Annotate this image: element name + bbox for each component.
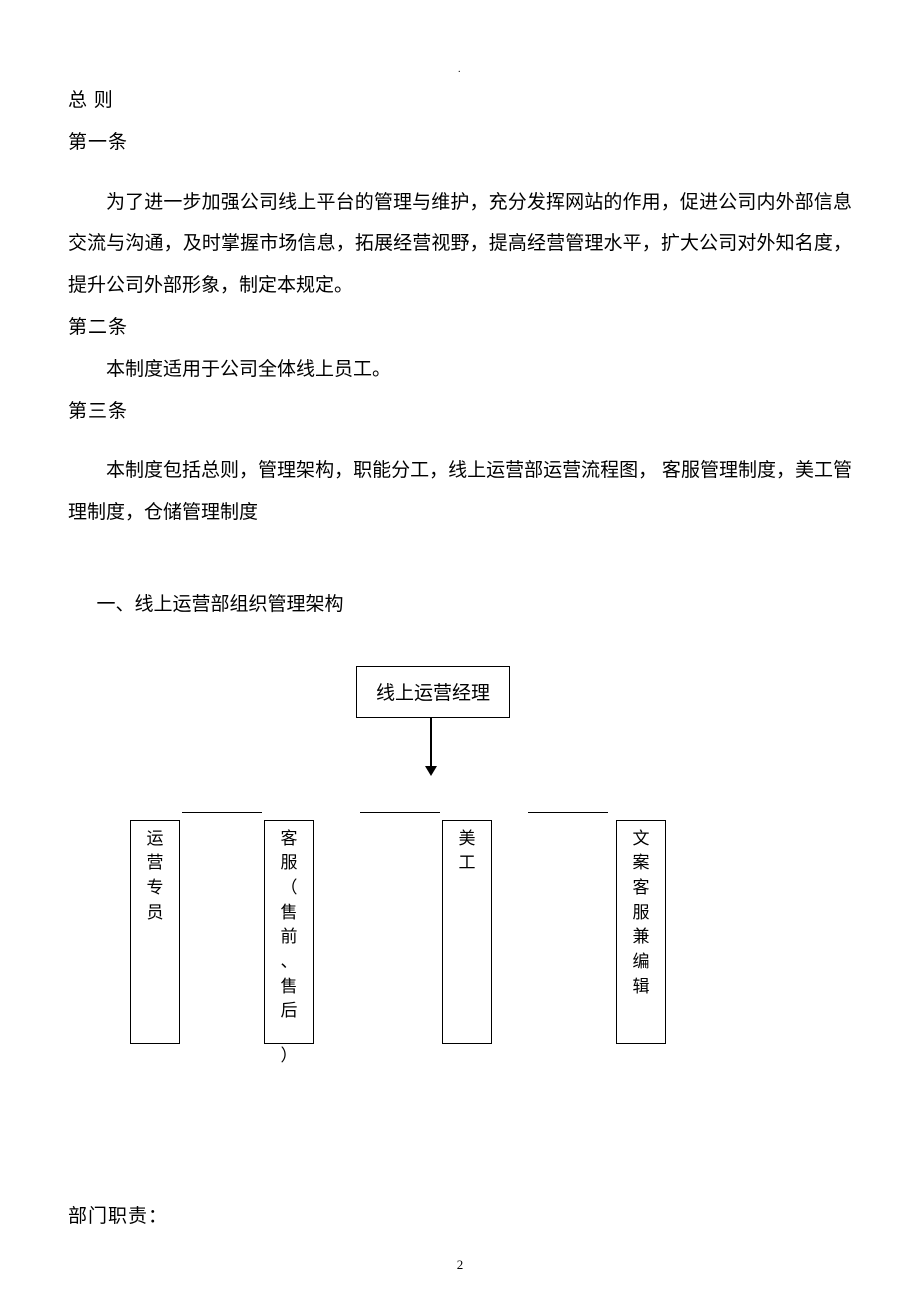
header-mark: . (458, 64, 461, 75)
org-connector (360, 812, 440, 814)
org-child-node: 运营专员 (130, 820, 180, 1044)
document-page: . 总 则 第一条 为了进一步加强公司线上平台的管理与维护，充分发挥网站的作用，… (0, 0, 920, 1303)
page-number: 2 (0, 1257, 920, 1273)
heading-dept-duty: 部门职责： (68, 1196, 852, 1238)
org-child-node: 客服（售前、售后 (264, 820, 314, 1044)
org-child-node: 文案客服兼编辑 (616, 820, 666, 1044)
paragraph-3: 本制度包括总则，管理架构，职能分工，线上运营部运营流程图， 客服管理制度，美工管… (68, 450, 852, 534)
org-child-overflow: ） (264, 1044, 314, 1069)
org-arrow-shaft (430, 718, 432, 770)
heading-article-2: 第二条 (68, 307, 852, 349)
org-chart: 线上运营经理 运营专员 客服（售前、售后） 美工 文案客服兼编辑 (68, 666, 852, 1086)
paragraph-2: 本制度适用于公司全体线上员工。 (68, 349, 852, 391)
heading-article-3: 第三条 (68, 391, 852, 433)
heading-general: 总 则 (68, 80, 852, 122)
org-root-node: 线上运营经理 (356, 666, 510, 718)
org-connector (182, 812, 262, 814)
paragraph-1: 为了进一步加强公司线上平台的管理与维护，充分发挥网站的作用，促进公司内外部信息交… (68, 182, 852, 307)
org-child-node: 美工 (442, 820, 492, 1044)
org-connector (528, 812, 608, 814)
heading-article-1: 第一条 (68, 122, 852, 164)
heading-section-1: 一、线上运营部组织管理架构 (68, 584, 852, 626)
org-arrow-head (425, 766, 437, 776)
